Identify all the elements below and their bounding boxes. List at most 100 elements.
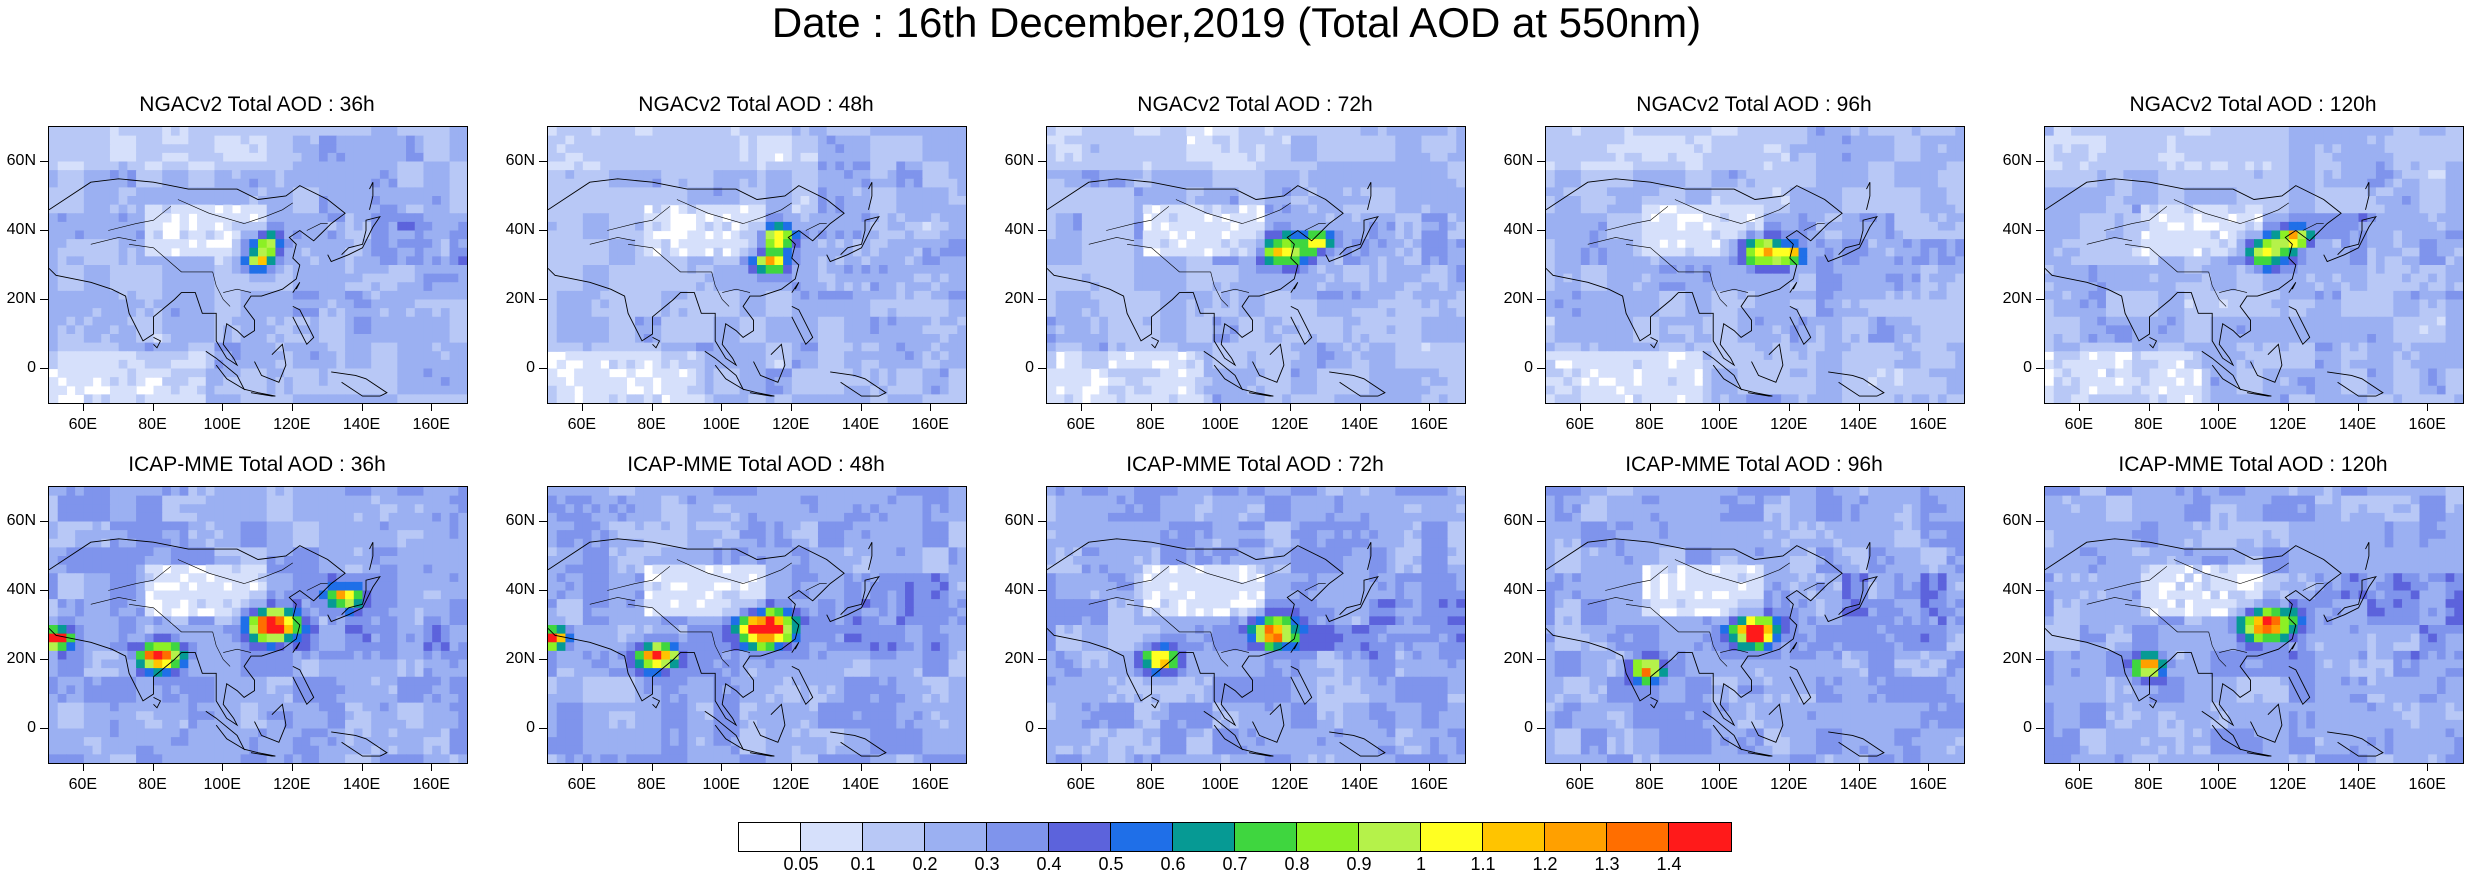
aod-cell: [1099, 394, 1109, 403]
aod-cell: [1247, 170, 1257, 180]
aod-cell: [687, 247, 697, 257]
aod-cell: [231, 368, 242, 378]
aod-cell: [310, 368, 320, 378]
aod-cell: [432, 368, 442, 378]
aod-cell: [1798, 187, 1808, 197]
aod-cell: [1073, 239, 1083, 249]
aod-cell: [1955, 170, 1964, 180]
aod-cell: [327, 342, 337, 352]
aod-cell: [214, 290, 224, 301]
aod-cell: [1238, 316, 1248, 326]
aod-cell: [574, 290, 584, 301]
aod-cell: [1929, 161, 1939, 171]
aod-cell: [153, 247, 163, 257]
aod-cell: [66, 161, 76, 171]
aod-cell: [635, 316, 645, 326]
aod-cell: [1615, 161, 1625, 171]
aod-cell: [591, 161, 601, 171]
aod-cell: [118, 377, 128, 387]
aod-cell: [83, 299, 94, 309]
aod-cell: [1876, 187, 1887, 197]
aod-cell: [1781, 127, 1791, 137]
aod-cell: [1781, 187, 1791, 197]
aod-cell: [1859, 127, 1869, 137]
aod-cell: [188, 299, 198, 309]
aod-cell: [1151, 221, 1161, 232]
aod-cell: [414, 196, 425, 206]
aod-cell: [118, 170, 128, 180]
aod-cell: [66, 221, 76, 232]
aod-cell: [565, 204, 575, 214]
aod-cell: [1554, 170, 1565, 180]
aod-cell: [1221, 170, 1231, 180]
aod-cell: [1090, 299, 1100, 309]
aod-cell: [1195, 342, 1205, 352]
aod-cell: [774, 213, 784, 223]
aod-cell: [353, 351, 364, 361]
aod-cell: [231, 178, 242, 188]
aod-cell: [1055, 204, 1066, 214]
aod-cell: [643, 385, 654, 395]
aod-cell: [1369, 308, 1379, 318]
aod-cell: [440, 221, 451, 232]
aod-cell: [582, 316, 593, 326]
aod-cell: [1894, 161, 1904, 171]
aod-cell: [1212, 334, 1222, 344]
aod-cell: [127, 161, 137, 171]
aod-cell: [353, 170, 364, 180]
aod-cell: [765, 187, 776, 197]
aod-cell: [913, 334, 924, 344]
aod-cell: [574, 135, 584, 145]
aod-cell: [1055, 230, 1066, 240]
aod-cell: [406, 334, 416, 344]
aod-cell: [197, 144, 207, 154]
aod-cell: [432, 144, 442, 154]
aod-cell: [1746, 127, 1756, 137]
aod-cell: [1090, 316, 1100, 326]
aod-cell: [406, 316, 416, 326]
country-border: [607, 206, 671, 231]
aod-cell: [1064, 368, 1074, 378]
aod-cell: [1064, 342, 1074, 352]
aod-cell: [266, 230, 277, 240]
aod-cell: [765, 394, 776, 403]
aod-cell: [1746, 161, 1756, 171]
aod-cell: [292, 170, 303, 180]
aod-cell: [1142, 282, 1153, 292]
aod-cell: [1438, 187, 1449, 197]
aod-cell: [608, 316, 619, 326]
aod-cell: [214, 161, 224, 171]
aod-cell: [1781, 135, 1791, 145]
aod-cell: [1598, 152, 1608, 163]
aod-cell: [948, 394, 958, 403]
aod-cell: [1238, 325, 1248, 335]
aod-cell: [861, 178, 871, 188]
aod-cell: [1360, 204, 1370, 214]
aod-cell: [127, 368, 137, 378]
aod-cell: [774, 359, 784, 370]
aod-cell: [1195, 196, 1205, 206]
aod-cell: [362, 187, 372, 197]
aod-cell: [1142, 334, 1153, 344]
aod-cell: [292, 377, 303, 387]
aod-cell: [1316, 394, 1327, 403]
aod-cell: [774, 187, 784, 197]
aod-cell: [284, 273, 294, 283]
aod-cell: [931, 308, 941, 318]
aod-cell: [197, 394, 207, 403]
aod-cell: [574, 377, 584, 387]
aod-cell: [565, 325, 575, 335]
aod-cell: [449, 152, 459, 163]
aod-cell: [922, 152, 932, 163]
aod-cell: [449, 265, 459, 275]
aod-cell: [1186, 273, 1196, 283]
aod-cell: [292, 196, 303, 206]
aod-cell: [582, 334, 593, 344]
aod-cell: [1247, 247, 1257, 257]
aod-cell: [310, 230, 320, 240]
aod-cell: [1099, 247, 1109, 257]
aod-cell: [83, 351, 94, 361]
aod-cell: [379, 265, 390, 275]
aod-cell: [414, 265, 425, 275]
aod-cell: [388, 359, 398, 370]
